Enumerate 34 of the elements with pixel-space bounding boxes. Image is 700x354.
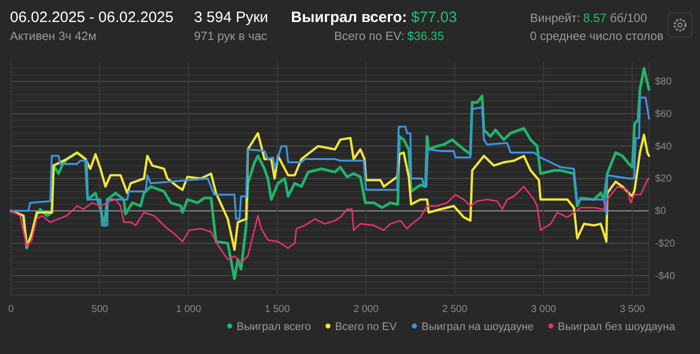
y-tick-label: $40: [655, 141, 672, 152]
line-series: [10, 96, 650, 226]
x-tick-label: 3 000: [531, 304, 556, 316]
legend-label: Выиграл без шоудауна: [558, 321, 676, 333]
text: $77.03: [411, 9, 457, 26]
x-tick-label: 500: [91, 304, 109, 316]
chart-subtitle: Активен 3ч 42м: [10, 29, 96, 43]
x-tick-label: 1 500: [264, 304, 290, 316]
legend-label: Выиграл всего: [236, 321, 312, 333]
text: Выиграл всего:: [291, 9, 408, 26]
text: Винрейт:: [530, 11, 580, 25]
text: $36.35: [407, 29, 444, 43]
line-series: [10, 132, 650, 251]
y-tick-label: -$40: [655, 270, 676, 282]
x-tick-label: 3 500: [620, 304, 646, 316]
x-tick-label: 2 500: [442, 304, 468, 316]
text: 971 рук в час: [194, 29, 268, 43]
y-tick-label: $20: [655, 174, 672, 185]
x-tick-label: 0: [8, 304, 14, 316]
y-tick-label: $0: [655, 206, 667, 218]
y-tick-label: $60: [655, 108, 672, 120]
text: 8.57: [583, 11, 607, 25]
line-series: [10, 178, 650, 264]
text: бб/100: [610, 11, 648, 25]
y-tick-label: -$20: [655, 238, 676, 250]
text: 3 594 Руки: [194, 9, 268, 26]
text: 0 среднее число столов: [530, 29, 664, 43]
text: Всего по EV:: [334, 29, 404, 43]
x-tick-label: 1 000: [176, 304, 202, 316]
y-tick-label: $80: [655, 76, 672, 88]
chart-title: 06.02.2025 - 06.02.2025: [10, 9, 174, 26]
legend-label: Выиграл на шоудауне: [421, 321, 534, 333]
legend-label: Всего по EV: [335, 321, 398, 333]
x-tick-label: 2 000: [354, 304, 379, 316]
